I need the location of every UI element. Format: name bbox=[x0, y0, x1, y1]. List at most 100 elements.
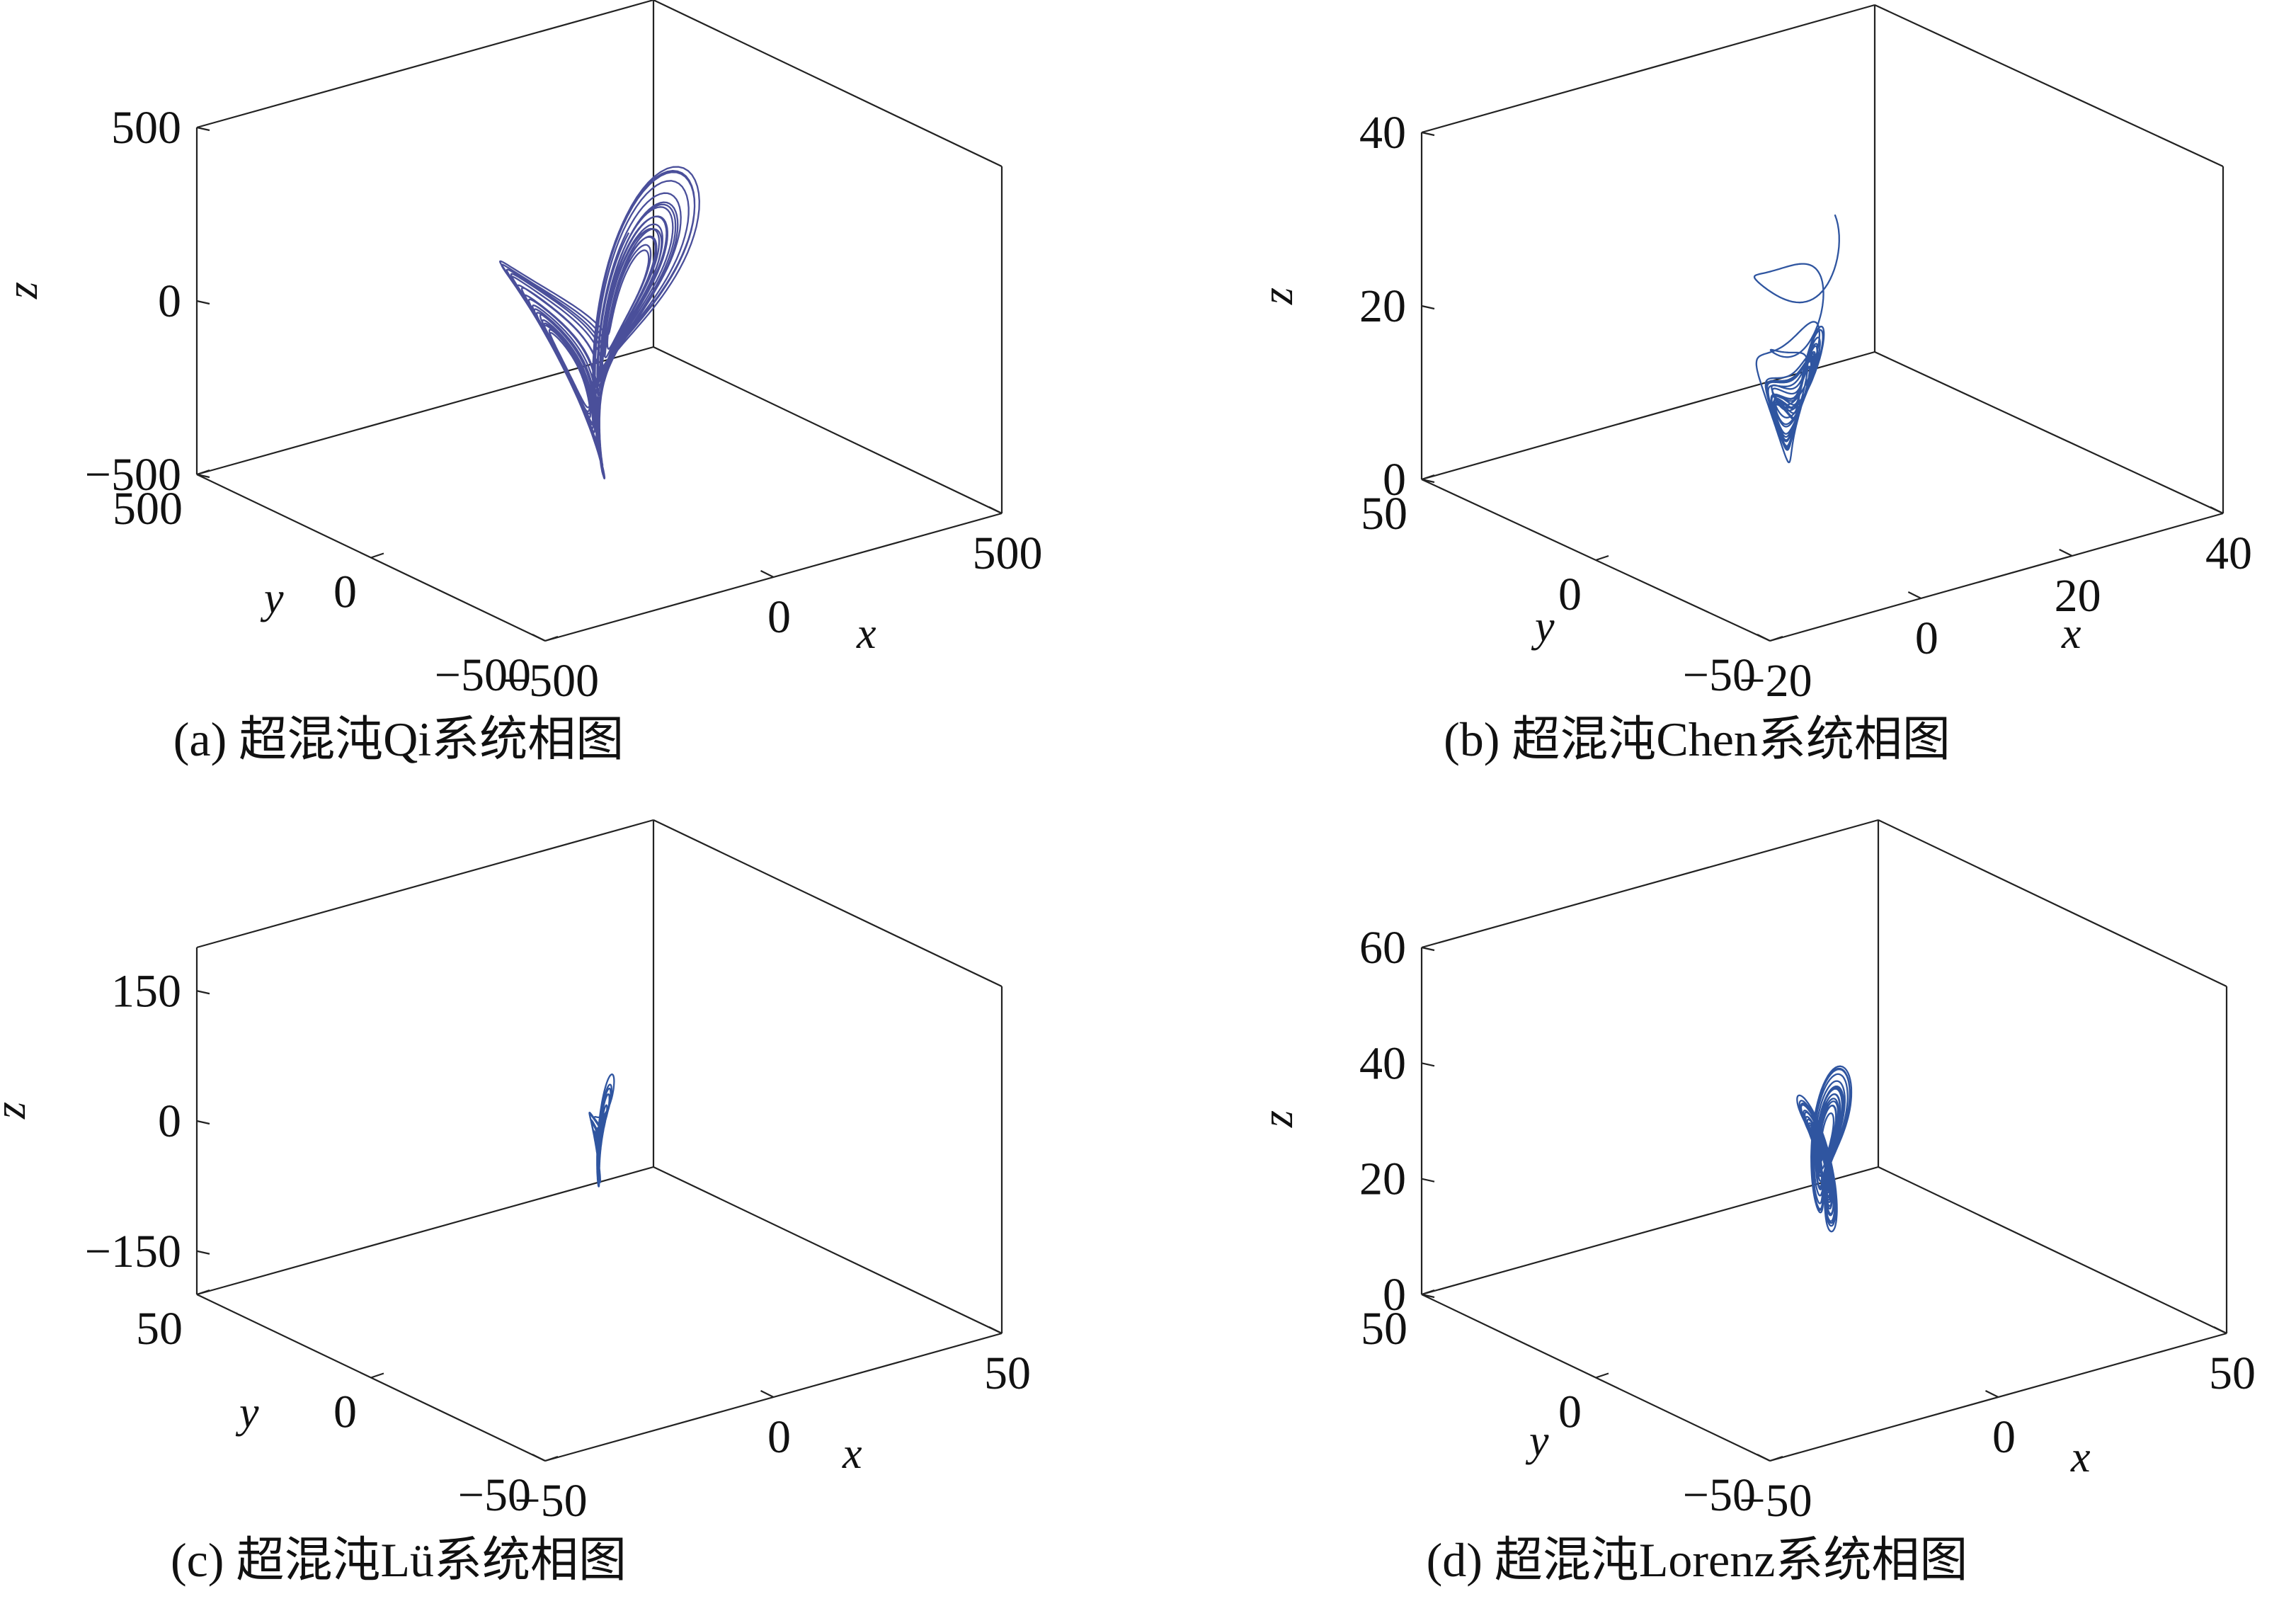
panel-d-ytick-label: −50 bbox=[1683, 1469, 1756, 1521]
panel-d-ztick-label: 60 bbox=[1359, 922, 1406, 974]
panel-c-ytick-mark bbox=[196, 1289, 210, 1296]
panel-c-box-edge bbox=[196, 819, 654, 949]
panel-c-ytick-mark bbox=[544, 1455, 559, 1462]
panel-a-xtick-label: 0 bbox=[767, 591, 791, 643]
panel-a-ztick-mark bbox=[196, 126, 210, 132]
panel-a-box-edge bbox=[653, 0, 1003, 167]
panel-b-box-edge bbox=[1769, 512, 2224, 642]
panel-d-ztick-mark bbox=[1421, 1062, 1435, 1067]
panel-c-ytick-mark bbox=[370, 1372, 384, 1379]
panel-d-xtick-label: 50 bbox=[2209, 1348, 2256, 1399]
panel-c-caption: (c) 超混沌Lü系统相图 bbox=[171, 1533, 627, 1587]
panel-a-ytick-label: −500 bbox=[435, 649, 531, 701]
panel-b-ytick-mark bbox=[1421, 474, 1435, 481]
panel-c-ztick-label: −150 bbox=[85, 1226, 181, 1277]
panel-a-xlabel: x bbox=[856, 610, 876, 658]
panel-d-ylabel: y bbox=[1525, 1417, 1549, 1465]
panel-c-zlabel: z bbox=[0, 1102, 35, 1120]
panel-a-xtick-label: 500 bbox=[973, 528, 1043, 579]
panel-a-ytick-mark bbox=[196, 469, 210, 476]
panel-a-xtick-mark bbox=[988, 506, 1003, 514]
panel-c-box-edge bbox=[196, 1166, 654, 1296]
panel-c-trajectory bbox=[588, 1073, 615, 1188]
panel-a-ztick-label: −500 bbox=[85, 449, 181, 501]
panel-d-ytick-mark bbox=[1769, 1455, 1783, 1462]
panel-c-ztick-mark bbox=[196, 990, 210, 995]
panel-c-ytick-label: −50 bbox=[458, 1469, 531, 1521]
panel-d-xlabel: x bbox=[2070, 1433, 2091, 1481]
panel-d-xtick-mark bbox=[2213, 1326, 2227, 1334]
panel-c-box-edge bbox=[653, 1166, 1003, 1334]
panel-a-ztick-label: 500 bbox=[111, 102, 181, 154]
panel-d-box-edge bbox=[1421, 1166, 1879, 1296]
panel-b-ztick-mark bbox=[1421, 478, 1435, 484]
panel-a-box-edge bbox=[196, 346, 654, 476]
panel-c-xlabel: x bbox=[842, 1430, 862, 1478]
panel-d-ytick-mark bbox=[1595, 1372, 1609, 1379]
panel-c-ztick-label: 150 bbox=[111, 965, 181, 1017]
panel-b-xtick-label: 40 bbox=[2205, 528, 2252, 579]
panel-a-caption: (a) 超混沌Qi系统相图 bbox=[173, 712, 624, 766]
panel-b-xtick-mark bbox=[2059, 549, 2073, 557]
panel-b-ylabel: y bbox=[1531, 603, 1555, 651]
panel-b-xtick-mark bbox=[2210, 506, 2224, 514]
panel-b-box-edge bbox=[1421, 4, 1875, 134]
panel-b-xtick-label: −20 bbox=[1739, 655, 1812, 707]
panel-d-box-edge bbox=[1421, 819, 1879, 949]
panel-b-xtick-label: 0 bbox=[1915, 613, 1938, 664]
panel-d-xtick-label: −50 bbox=[1739, 1475, 1812, 1527]
panel-b-ytick-label: −50 bbox=[1683, 649, 1756, 701]
panel-b-ytick-label: 0 bbox=[1558, 569, 1582, 620]
panel-d-ztick-label: 0 bbox=[1383, 1269, 1406, 1321]
panel-b-ztick-label: 20 bbox=[1359, 280, 1406, 332]
panel-b-zlabel: z bbox=[1254, 287, 1302, 305]
panel-b-ytick-label: 50 bbox=[1361, 488, 1407, 540]
panel-c-ytick-label: 0 bbox=[333, 1386, 357, 1438]
panel-d-ztick-label: 40 bbox=[1359, 1037, 1406, 1089]
panel-b-axes-box bbox=[1420, 4, 2224, 642]
panel-a-ytick-mark bbox=[544, 635, 559, 642]
panel-a-xtick-mark bbox=[760, 570, 774, 578]
panel-b-box-edge bbox=[1874, 4, 2224, 167]
panel-d-zlabel: z bbox=[1254, 1110, 1302, 1128]
panel-b-trajectory bbox=[1753, 214, 1840, 464]
panel-c: −50 0 50 −50 0 50 −150 0 150 x y z (c) 超混沌Lü系统相图 bbox=[0, 819, 1031, 1587]
panel-b-xlabel: x bbox=[2061, 610, 2081, 658]
panel-d-xtick-mark bbox=[1757, 1454, 1771, 1462]
panel-d-xtick-mark bbox=[1985, 1390, 1999, 1398]
panel-d-box-edge bbox=[1878, 819, 2227, 987]
panel-d-box-edge bbox=[1878, 1166, 2227, 1334]
panel-a-ylabel: y bbox=[260, 574, 284, 622]
panel-a-xtick-label: −500 bbox=[503, 655, 599, 707]
panel-d-xtick-label: 0 bbox=[1992, 1411, 2016, 1463]
panel-d-ytick-label: 50 bbox=[1361, 1303, 1407, 1355]
panel-b-ztick-label: 0 bbox=[1383, 454, 1406, 506]
panel-a-ytick-mark bbox=[370, 552, 384, 559]
panel-a-trajectory bbox=[499, 166, 700, 479]
panel-c-xtick-label: −50 bbox=[514, 1475, 587, 1527]
panel-c-ylabel: y bbox=[235, 1389, 259, 1437]
panel-a-box-edge bbox=[196, 0, 654, 129]
panel-a-zlabel: z bbox=[0, 282, 47, 300]
panel-c-xtick-mark bbox=[988, 1326, 1003, 1334]
panel-a-ztick-label: 0 bbox=[158, 275, 181, 327]
panel-d-ztick-mark bbox=[1421, 1293, 1435, 1299]
panel-b-caption: (b) 超混沌Chen系统相图 bbox=[1444, 712, 1951, 766]
panel-a-ytick-label: 500 bbox=[113, 483, 183, 535]
panel-c-ticks: −50 0 50 −50 0 50 −150 0 150 bbox=[85, 965, 1031, 1527]
panel-c-ztick-mark bbox=[196, 1250, 210, 1255]
panel-c-ztick-mark bbox=[196, 1120, 210, 1125]
panel-b-ztick-mark bbox=[1421, 304, 1435, 310]
panel-b-xtick-label: 20 bbox=[2055, 570, 2101, 622]
panel-b-ztick-label: 40 bbox=[1359, 107, 1406, 159]
panel-b-box-edge bbox=[1874, 351, 2224, 514]
panel-b-xtick-mark bbox=[1907, 591, 1921, 599]
panel-d-ytick-label: 0 bbox=[1558, 1386, 1582, 1438]
panel-c-ztick-label: 0 bbox=[158, 1095, 181, 1147]
